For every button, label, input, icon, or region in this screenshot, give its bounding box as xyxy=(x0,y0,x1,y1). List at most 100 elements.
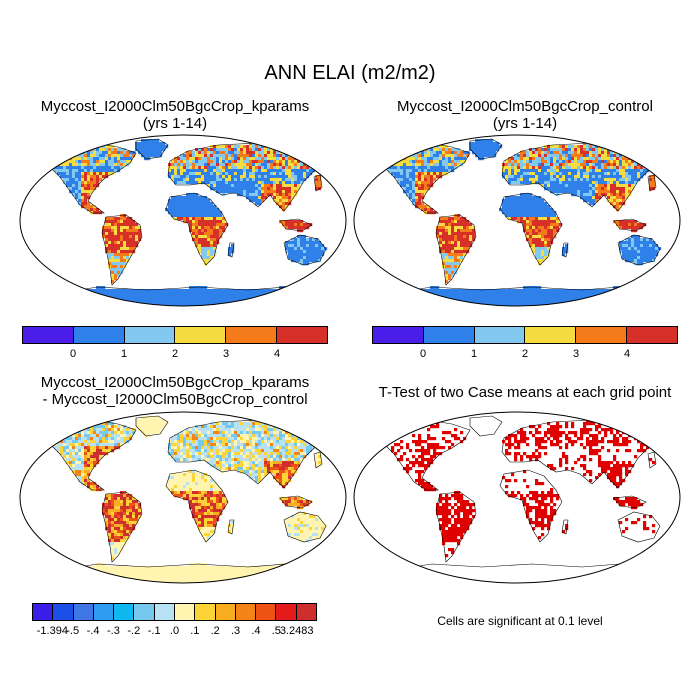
coastline-indonesia xyxy=(279,495,313,509)
colorbar-tick-label: 0 xyxy=(419,348,427,360)
colorbar-diff-labels: -1.394 -.5 -.4 -.3 -.2 -.1 .0 .1 .2 .3 .4 .5 3.2483 xyxy=(32,625,317,639)
panel-title-line1: Myccost_I2000Clm50BgcCrop_kparams xyxy=(40,98,310,115)
colorbar-swatch xyxy=(33,604,54,620)
coastline-africa xyxy=(499,192,563,266)
colorbar-swatch xyxy=(277,327,327,343)
panel-title-line1: T-Test of two Case means at each grid po… xyxy=(378,384,672,401)
colorbar-swatch xyxy=(73,327,125,343)
colorbar-tick-label: .0 xyxy=(169,625,180,637)
colorbar-tick-label: .3 xyxy=(230,625,241,637)
colorbar-tick-label: -.2 xyxy=(127,625,141,637)
colorbar-tick-label: 0 xyxy=(69,348,77,360)
colorbar-control-labels: 0 1 2 3 4 xyxy=(372,348,678,362)
coastline-africa xyxy=(499,469,563,543)
colorbar-tick-label: 4 xyxy=(623,348,631,360)
coastline-greenland xyxy=(135,138,169,160)
colorbar-tick-label: -1.394 xyxy=(36,625,68,637)
colorbar-tick-label: 4 xyxy=(273,348,281,360)
map-border xyxy=(19,134,347,307)
colorbar-tick-label: -.4 xyxy=(86,625,100,637)
coastline-japan xyxy=(647,174,657,192)
colorbar-tick-label: -.1 xyxy=(147,625,161,637)
coastline-south-america xyxy=(435,214,477,286)
colorbar-swatch xyxy=(474,327,526,343)
coastline-south-america xyxy=(101,491,143,563)
colorbar-swatch xyxy=(53,604,74,620)
colorbar-swatch xyxy=(154,604,175,620)
colorbar-swatch xyxy=(423,327,475,343)
colorbar-tick-label: .1 xyxy=(190,625,200,637)
colorbar-tick-label: .2 xyxy=(210,625,220,637)
coastline-north-america xyxy=(373,142,471,214)
map-ttest xyxy=(353,411,681,584)
coastline-south-america xyxy=(435,491,477,563)
panel-title-diff: Myccost_I2000Clm50BgcCrop_kparams - Mycc… xyxy=(0,374,350,408)
coastline-north-america xyxy=(39,142,137,214)
coastline-greenland xyxy=(469,138,503,160)
coastline-japan xyxy=(313,174,323,192)
coastline-north-america xyxy=(39,419,137,491)
colorbar-swatch xyxy=(627,327,677,343)
colorbar-tick-label: 2 xyxy=(521,348,529,360)
panel-title-kparams: Myccost_I2000Clm50BgcCrop_kparams (yrs 1… xyxy=(0,98,350,132)
coastline-japan xyxy=(313,451,323,469)
colorbar-swatch xyxy=(134,604,155,620)
colorbar-swatch xyxy=(124,327,176,343)
colorbar-tick-label: 3.2483 xyxy=(279,625,314,637)
colorbar-tick-label: -.3 xyxy=(107,625,120,637)
coastline-greenland xyxy=(469,415,503,437)
colorbar-swatch xyxy=(93,604,115,620)
panel-title-line2: (yrs 1-14) xyxy=(142,115,208,132)
coastline-japan xyxy=(647,451,657,469)
coastline-north-america xyxy=(373,419,471,491)
panel-title-control: Myccost_I2000Clm50BgcCrop_control (yrs 1… xyxy=(350,98,700,132)
coastline-africa xyxy=(165,469,229,543)
colorbar-swatch xyxy=(373,327,424,343)
coastline-indonesia xyxy=(279,218,313,232)
colorbar-swatch xyxy=(175,327,227,343)
map-border xyxy=(19,411,347,584)
coastline-madagascar xyxy=(561,242,569,258)
coastline-madagascar xyxy=(227,242,235,258)
colorbar-kparams xyxy=(22,326,328,344)
colorbar-swatch xyxy=(23,327,74,343)
colorbar-swatch xyxy=(525,327,577,343)
colorbar-tick-label: -.5 xyxy=(66,625,80,637)
colorbar-control xyxy=(372,326,678,344)
coastline-indonesia xyxy=(613,218,647,232)
map-diff xyxy=(19,411,347,584)
coastline-australia xyxy=(283,511,327,543)
colorbar-tick-label: 1 xyxy=(120,348,128,360)
coastline-australia xyxy=(617,234,661,266)
panel-title-line1: Myccost_I2000Clm50BgcCrop_control xyxy=(397,98,653,115)
colorbar-tick-label: 2 xyxy=(171,348,179,360)
map-control xyxy=(353,134,681,307)
colorbar-swatch xyxy=(174,604,196,620)
colorbar-diff xyxy=(32,603,317,621)
significance-note: Cells are significant at 0.1 level xyxy=(437,614,603,628)
coastline-greenland xyxy=(135,415,169,437)
colorbar-tick-label: .4 xyxy=(251,625,261,637)
colorbar-tick-label: .5 xyxy=(271,625,281,637)
panel-title-line1: Myccost_I2000Clm50BgcCrop_kparams xyxy=(40,374,310,391)
main-title: ANN ELAI (m2/m2) xyxy=(264,62,436,84)
panel-title-line2: (yrs 1-14) xyxy=(492,115,558,132)
colorbar-swatch xyxy=(276,604,297,620)
coastline-australia xyxy=(617,511,661,543)
coastline-africa xyxy=(165,192,229,266)
colorbar-swatch xyxy=(256,604,277,620)
colorbar-swatch xyxy=(215,604,236,620)
colorbar-swatch xyxy=(114,604,135,620)
map-border xyxy=(353,134,681,307)
panel-title-line2: - Myccost_I2000Clm50BgcCrop_control xyxy=(42,391,308,408)
map-kparams xyxy=(19,134,347,307)
map-border xyxy=(353,411,681,584)
colorbar-swatch xyxy=(73,604,94,620)
colorbar-tick-label: 3 xyxy=(222,348,230,360)
colorbar-swatch xyxy=(576,327,628,343)
colorbar-swatch xyxy=(235,604,257,620)
colorbar-tick-label: 1 xyxy=(470,348,478,360)
colorbar-kparams-labels: 0 1 2 3 4 xyxy=(22,348,328,362)
colorbar-tick-label: 3 xyxy=(572,348,580,360)
coastline-madagascar xyxy=(227,519,235,535)
